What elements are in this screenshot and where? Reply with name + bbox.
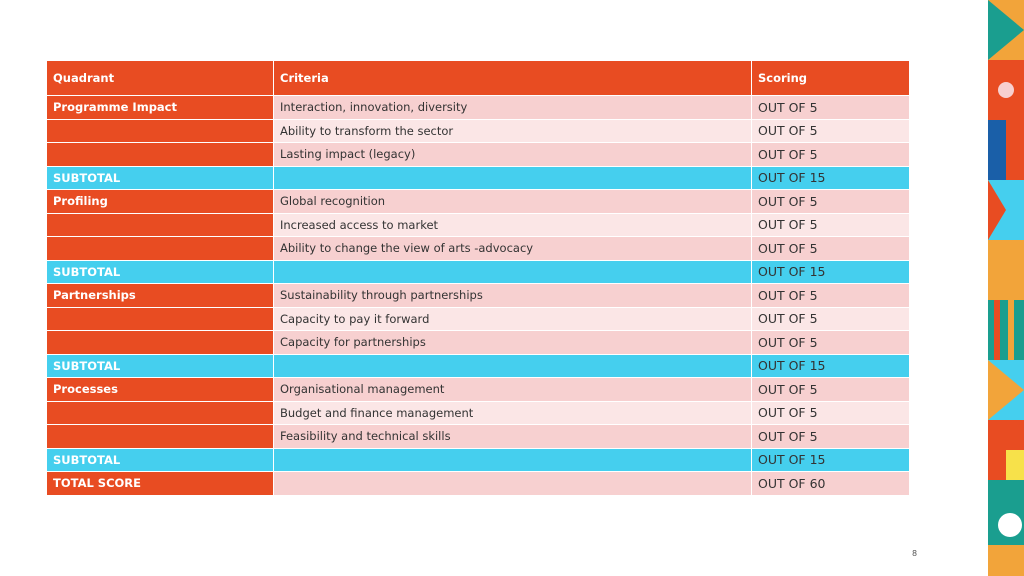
quadrant-cell xyxy=(47,307,273,330)
criteria-cell: Global recognition xyxy=(274,190,751,213)
quadrant-cell: SUBTOTAL xyxy=(47,260,273,283)
deco xyxy=(988,300,1024,360)
page-number: 8 xyxy=(912,549,918,558)
criteria-cell: Organisational management xyxy=(274,378,751,401)
deco xyxy=(998,82,1014,98)
scoring-cell: OUT OF 5 xyxy=(752,378,909,401)
deco xyxy=(1006,120,1024,180)
deco xyxy=(998,513,1022,537)
quadrant-cell xyxy=(47,119,273,142)
header-cell: Criteria xyxy=(274,61,751,95)
scoring-cell: OUT OF 5 xyxy=(752,401,909,424)
criteria-cell: Ability to transform the sector xyxy=(274,119,751,142)
criteria-cell: Increased access to market xyxy=(274,213,751,236)
quadrant-cell: TOTAL SCORE xyxy=(47,472,273,495)
scoring-cell: OUT OF 60 xyxy=(752,472,909,495)
scoring-cell: OUT OF 15 xyxy=(752,354,909,377)
deco xyxy=(988,0,1024,60)
quadrant-cell xyxy=(47,237,273,260)
deco xyxy=(1006,450,1024,480)
criteria-cell: Ability to change the view of arts -advo… xyxy=(274,237,751,260)
deco xyxy=(1008,300,1014,360)
quadrant-cell: Partnerships xyxy=(47,284,273,307)
quadrant-cell: Profiling xyxy=(47,190,273,213)
scoring-cell: OUT OF 5 xyxy=(752,237,909,260)
criteria-cell: Budget and finance management xyxy=(274,401,751,424)
criteria-cell: Sustainability through partnerships xyxy=(274,284,751,307)
scoring-cell: OUT OF 15 xyxy=(752,448,909,471)
quadrant-cell: Processes xyxy=(47,378,273,401)
scoring-cell: OUT OF 5 xyxy=(752,331,909,354)
criteria-cell: Lasting impact (legacy) xyxy=(274,143,751,166)
quadrant-cell xyxy=(47,425,273,448)
scoring-cell: OUT OF 5 xyxy=(752,143,909,166)
scoring-cell: OUT OF 5 xyxy=(752,307,909,330)
criteria-cell: Capacity for partnerships xyxy=(274,331,751,354)
quadrant-cell xyxy=(47,401,273,424)
quadrant-cell: SUBTOTAL xyxy=(47,354,273,377)
scoring-cell: OUT OF 5 xyxy=(752,284,909,307)
scoring-cell: OUT OF 5 xyxy=(752,213,909,236)
quadrant-cell: Programme Impact xyxy=(47,96,273,119)
decorative-strip xyxy=(988,0,1024,576)
deco xyxy=(994,300,1000,360)
criteria-cell xyxy=(274,166,751,189)
deco xyxy=(988,360,1024,420)
quadrant-cell xyxy=(47,213,273,236)
deco xyxy=(988,240,1024,300)
criteria-cell xyxy=(274,472,751,495)
criteria-cell: Interaction, innovation, diversity xyxy=(274,96,751,119)
scoring-cell: OUT OF 15 xyxy=(752,166,909,189)
scoring-cell: OUT OF 5 xyxy=(752,425,909,448)
criteria-cell xyxy=(274,354,751,377)
scoring-cell: OUT OF 5 xyxy=(752,96,909,119)
criteria-cell: Feasibility and technical skills xyxy=(274,425,751,448)
scoring-cell: OUT OF 5 xyxy=(752,119,909,142)
quadrant-cell xyxy=(47,143,273,166)
criteria-cell: Capacity to pay it forward xyxy=(274,307,751,330)
quadrant-cell xyxy=(47,331,273,354)
quadrant-cell: SUBTOTAL xyxy=(47,166,273,189)
criteria-cell xyxy=(274,260,751,283)
header-cell: Scoring xyxy=(752,61,909,95)
scoring-cell: OUT OF 5 xyxy=(752,190,909,213)
scoring-cell: OUT OF 15 xyxy=(752,260,909,283)
quadrant-cell: SUBTOTAL xyxy=(47,448,273,471)
criteria-cell xyxy=(274,448,751,471)
header-cell: Quadrant xyxy=(47,61,273,95)
deco xyxy=(988,180,1006,240)
deco xyxy=(988,545,1024,576)
